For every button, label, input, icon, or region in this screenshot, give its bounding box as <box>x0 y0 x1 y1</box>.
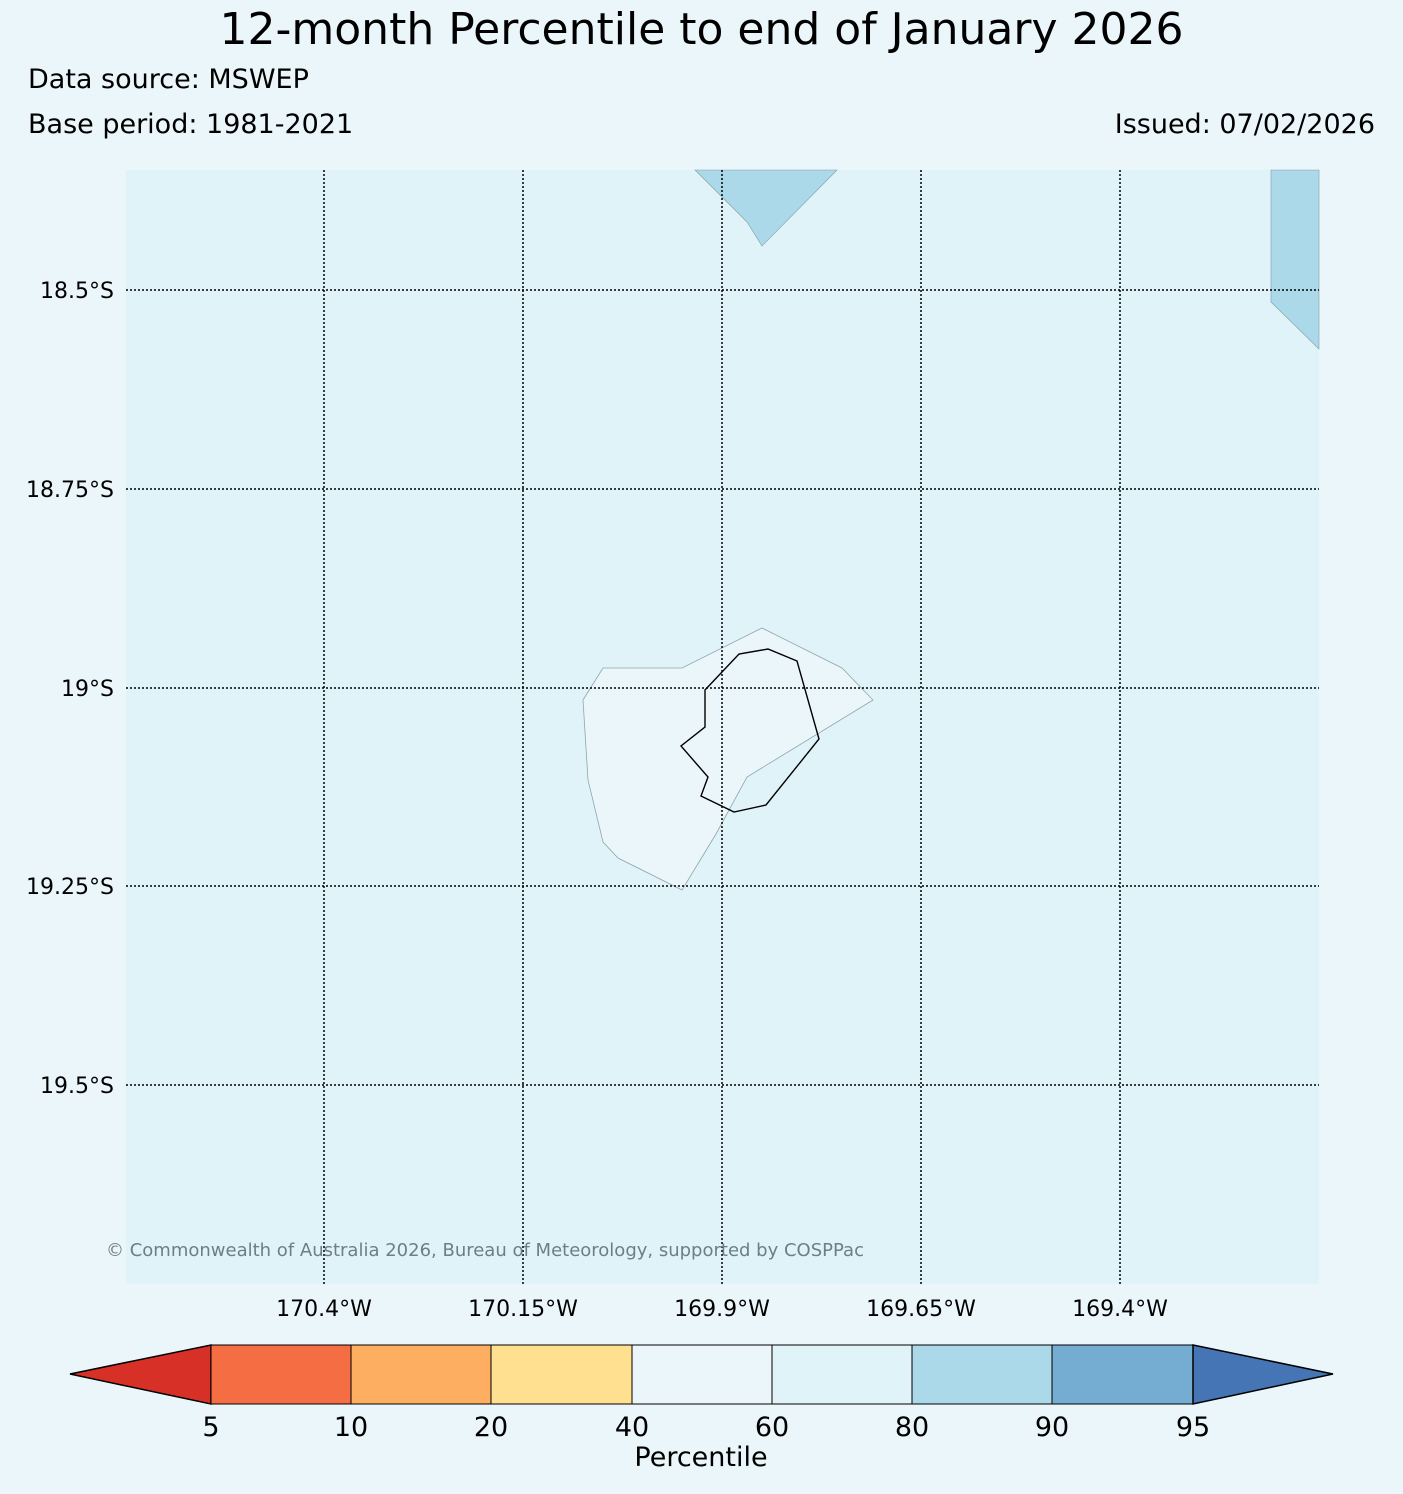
longitude-label: 169.9°W <box>674 1297 770 1322</box>
island-coastline <box>679 648 820 813</box>
latitude-label: 18.5°S <box>40 279 114 304</box>
colorbar-tick-label: 60 <box>755 1412 789 1443</box>
colorbar-segment-upper-extend <box>1192 1344 1334 1405</box>
latitude-label: 18.75°S <box>26 478 114 503</box>
colorbar-label: Percentile <box>634 1442 767 1473</box>
colorbar-tick-label: 20 <box>474 1412 508 1443</box>
longitude-label: 169.4°W <box>1072 1297 1168 1322</box>
base-period-label: Base period: 1981-2021 <box>28 109 354 140</box>
colorbar-tick-label: 90 <box>1035 1412 1069 1443</box>
colorbar-tick-label: 80 <box>895 1412 929 1443</box>
percentile-region-80-90 <box>1270 169 1320 350</box>
colorbar <box>69 1344 1334 1405</box>
copyright-notice: © Commonwealth of Australia 2026, Bureau… <box>106 1240 864 1261</box>
latitude-label: 19°S <box>61 677 114 702</box>
colorbar-segment <box>350 1344 492 1405</box>
colorbar-tick-label: 40 <box>615 1412 649 1443</box>
longitude-label: 169.65°W <box>866 1297 976 1322</box>
colorbar-segment <box>771 1344 913 1405</box>
colorbar-segment <box>911 1344 1053 1405</box>
longitude-label: 170.15°W <box>468 1297 578 1322</box>
colorbar-tick-label: 10 <box>334 1412 368 1443</box>
colorbar-segment <box>631 1344 773 1405</box>
colorbar-tick-label: 5 <box>202 1412 219 1443</box>
percentile-region-80-90 <box>694 169 838 247</box>
colorbar-tick-label: 95 <box>1176 1412 1210 1443</box>
data-source-label: Data source: MSWEP <box>28 64 309 95</box>
issued-date-label: Issued: 07/02/2026 <box>1114 109 1375 140</box>
latitude-label: 19.25°S <box>26 875 114 900</box>
colorbar-segment <box>210 1344 352 1405</box>
map-gridlines <box>126 170 1319 1284</box>
colorbar-segment-lower-extend <box>69 1344 212 1405</box>
colorbar-segment <box>1051 1344 1194 1405</box>
percentile-region-40-60 <box>582 627 874 891</box>
colorbar-segment <box>490 1344 633 1405</box>
map-title: 12-month Percentile to end of January 20… <box>219 4 1184 55</box>
longitude-label: 170.4°W <box>276 1297 372 1322</box>
latitude-label: 19.5°S <box>40 1074 114 1099</box>
